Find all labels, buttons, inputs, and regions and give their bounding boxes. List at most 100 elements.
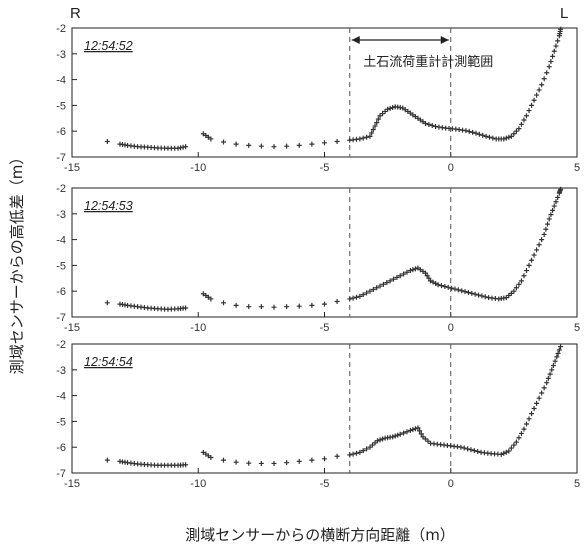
- data-point: [233, 302, 239, 308]
- y-tick-label: -3: [56, 365, 66, 377]
- data-point: [549, 367, 555, 373]
- data-point: [503, 295, 509, 301]
- data-point: [521, 426, 527, 432]
- chart-panels: -2-3-4-5-6-7-15 -10 -5 0 512:54:52土石流荷重計計測範囲…: [56, 23, 580, 490]
- data-point: [536, 242, 542, 248]
- data-point: [428, 278, 434, 284]
- data-point: [322, 140, 327, 146]
- data-point: [353, 450, 359, 456]
- y-tick-label: -4: [56, 75, 66, 87]
- data-point: [553, 199, 559, 205]
- data-point: [476, 131, 482, 137]
- data-point: [407, 427, 413, 433]
- y-tick-label: -7: [56, 312, 66, 324]
- y-tick-label: -4: [56, 391, 66, 403]
- data-point: [309, 141, 315, 147]
- data-point: [426, 121, 432, 127]
- data-point: [458, 444, 464, 450]
- data-point: [476, 292, 482, 298]
- data-point: [521, 273, 527, 279]
- data-point: [271, 304, 277, 310]
- data-point: [417, 428, 423, 434]
- data-point: [284, 304, 290, 310]
- data-point: [433, 280, 439, 286]
- x-tick-label: -10: [190, 478, 206, 490]
- data-point: [367, 444, 373, 450]
- data-point: [558, 26, 564, 32]
- panel-timestamp: 12:54:53: [84, 199, 133, 213]
- data-point: [200, 449, 206, 455]
- data-point: [470, 129, 476, 135]
- data-point: [208, 455, 214, 461]
- data-point: [246, 142, 252, 148]
- range-annotation: 土石流荷重計計測範囲: [363, 54, 493, 70]
- data-point: [544, 70, 550, 76]
- data-point: [438, 283, 444, 289]
- data-point: [518, 430, 524, 436]
- data-point: [506, 293, 512, 298]
- data-point: [511, 131, 517, 137]
- data-point: [459, 288, 465, 294]
- data-point: [501, 450, 507, 456]
- data-point: [407, 110, 413, 116]
- data-point: [183, 144, 189, 150]
- data-point: [551, 48, 557, 54]
- data-point: [233, 459, 239, 465]
- data-point: [545, 375, 551, 381]
- data-point: [309, 302, 315, 308]
- data-point: [449, 285, 455, 291]
- data-point: [397, 431, 403, 437]
- data-point: [524, 268, 529, 274]
- chart-panel-1: -2 -3 -4 -5 -6 -7-15 -10 -5 0 5 12:54:52 土石流荷重計計測範囲: [56, 23, 580, 174]
- data-point: [479, 293, 485, 299]
- data-point: [412, 114, 418, 120]
- data-point: [350, 295, 356, 301]
- data-point: [380, 436, 386, 442]
- data-point: [400, 105, 406, 111]
- data-point: [334, 299, 340, 305]
- x-tick-label: -5: [320, 162, 330, 174]
- data-point: [556, 347, 562, 353]
- data-point: [258, 460, 264, 466]
- data-point: [364, 134, 370, 140]
- data-point: [404, 429, 410, 435]
- data-point: [423, 270, 428, 276]
- data-point: [555, 38, 561, 44]
- data-point: [410, 427, 416, 433]
- data-point: [200, 131, 206, 137]
- panel-timestamp: 12:54:54: [84, 355, 133, 369]
- data-point: [424, 273, 430, 279]
- data-point: [387, 105, 393, 111]
- data-point: [382, 108, 388, 114]
- y-axis-label: 測域センサーからの高低差（m）: [8, 150, 26, 375]
- data-point: [208, 296, 214, 302]
- data-point: [501, 136, 507, 142]
- data-point: [391, 276, 397, 282]
- data-point: [412, 426, 418, 432]
- data-point: [555, 350, 561, 356]
- data-point: [221, 300, 226, 306]
- data-point: [511, 288, 517, 294]
- data-point: [466, 129, 472, 135]
- data-point: [531, 97, 537, 103]
- data-point: [357, 293, 363, 299]
- data-point: [407, 268, 413, 274]
- data-point: [370, 286, 376, 292]
- data-point: [452, 286, 458, 292]
- data-point: [486, 134, 492, 140]
- data-point: [284, 460, 290, 466]
- data-point: [271, 144, 277, 150]
- data-point: [384, 280, 390, 286]
- y-tick-label: -6: [56, 126, 66, 138]
- data-point: [410, 267, 416, 273]
- data-point: [473, 130, 479, 136]
- data-point: [531, 252, 537, 258]
- y-tick-label: -5: [56, 260, 66, 272]
- x-tick-label: -5: [320, 322, 330, 334]
- data-point: [543, 226, 549, 232]
- data-point: [546, 64, 552, 70]
- data-point: [469, 290, 475, 296]
- data-point: [516, 281, 522, 287]
- data-point: [483, 133, 489, 139]
